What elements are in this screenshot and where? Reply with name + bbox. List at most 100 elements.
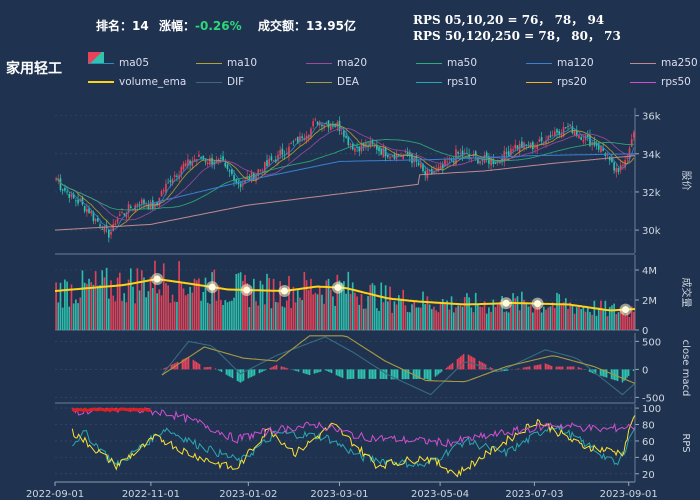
x-tick-label: 2023-01-02 bbox=[219, 489, 277, 500]
macd-y-axis: -500 0 500 bbox=[55, 337, 665, 404]
volume-bar bbox=[575, 307, 578, 330]
candle-body bbox=[101, 229, 104, 230]
candle-body bbox=[536, 144, 539, 149]
candle-body bbox=[250, 171, 253, 182]
candle-body bbox=[129, 206, 132, 209]
volume-bar bbox=[182, 288, 185, 330]
volume-bar bbox=[57, 302, 60, 330]
candle-body bbox=[151, 200, 154, 210]
volume-bar bbox=[268, 278, 271, 330]
volume-bar bbox=[285, 300, 288, 330]
legend-swatch bbox=[306, 81, 332, 83]
volume-bar bbox=[633, 311, 635, 330]
volume-bar bbox=[55, 282, 57, 330]
candle-body bbox=[569, 124, 572, 127]
candle-body bbox=[580, 137, 582, 140]
candle-body bbox=[575, 130, 578, 136]
candle-body bbox=[481, 159, 484, 161]
candle-body bbox=[99, 224, 101, 227]
volume-bar bbox=[149, 276, 152, 330]
legend-label: ma20 bbox=[337, 57, 368, 69]
volume-bar bbox=[145, 297, 147, 330]
volume-bar bbox=[507, 312, 510, 330]
candle-body bbox=[624, 160, 626, 168]
candle-body bbox=[376, 145, 378, 150]
volume-bar bbox=[209, 303, 211, 330]
line-ma05 bbox=[55, 122, 635, 232]
volume-bar bbox=[527, 306, 530, 330]
candle-body bbox=[290, 142, 292, 144]
volume-bar bbox=[125, 302, 128, 330]
volume-bar bbox=[371, 283, 374, 330]
x-axis: 2022-09-01 2022-11-01 2023-01-02 2023-03-01… bbox=[26, 482, 658, 500]
volume-bar bbox=[525, 304, 528, 330]
volume-bar bbox=[494, 307, 497, 330]
legend-label: ma05 bbox=[119, 57, 150, 69]
volume-bar bbox=[237, 273, 240, 330]
volume-bar bbox=[529, 305, 532, 330]
volume-bar bbox=[294, 302, 297, 330]
candle-body bbox=[325, 122, 328, 124]
volume-bar bbox=[356, 296, 358, 330]
volume-bar bbox=[140, 270, 143, 330]
price-ylabel: 股价 bbox=[680, 171, 692, 191]
legend-label: ma50 bbox=[447, 57, 478, 69]
volume-bar bbox=[255, 301, 257, 330]
candle-body bbox=[220, 158, 222, 159]
candle-body bbox=[615, 167, 618, 173]
candle-body bbox=[103, 226, 106, 232]
volume-bar bbox=[532, 312, 534, 330]
candle-body bbox=[244, 180, 246, 184]
legend-swatch bbox=[88, 62, 114, 64]
volume-bar bbox=[534, 308, 536, 330]
candle-body bbox=[92, 212, 95, 222]
volume-bar bbox=[94, 271, 97, 330]
candle-body bbox=[402, 154, 405, 159]
candle-body bbox=[292, 141, 295, 143]
volume-bar bbox=[472, 312, 475, 330]
volume-bar bbox=[86, 283, 88, 330]
volume-bar bbox=[611, 305, 613, 330]
candle-body bbox=[316, 121, 319, 125]
candle-body bbox=[138, 204, 141, 206]
volume-bar bbox=[540, 312, 543, 330]
candle-body bbox=[55, 178, 57, 180]
volume-bar bbox=[380, 282, 383, 330]
candle-body bbox=[187, 159, 189, 166]
volume-bar bbox=[450, 296, 453, 330]
candle-body bbox=[428, 169, 431, 172]
volume-bar bbox=[518, 310, 521, 330]
volume-bar bbox=[441, 299, 444, 330]
volume-bar bbox=[608, 306, 611, 330]
volume-bar bbox=[263, 304, 266, 330]
candle-body bbox=[459, 153, 462, 154]
volume-bar bbox=[288, 275, 290, 330]
candle-body bbox=[351, 144, 354, 150]
rps-tick-label: 100 bbox=[642, 404, 661, 415]
candle-body bbox=[600, 145, 602, 153]
candle-body bbox=[281, 148, 284, 155]
candle-body bbox=[387, 154, 389, 158]
legend-item-rps50: rps50 bbox=[630, 76, 691, 88]
volume-bar bbox=[437, 312, 440, 330]
candle-body bbox=[571, 126, 574, 133]
volume-bar bbox=[545, 309, 547, 330]
volume-bar bbox=[114, 301, 117, 330]
candle-body bbox=[156, 202, 158, 205]
volume-bar bbox=[83, 282, 86, 330]
volume-bar bbox=[92, 284, 95, 330]
volume-bar bbox=[99, 285, 101, 330]
volume-bar bbox=[307, 289, 310, 330]
candle-body bbox=[202, 155, 205, 160]
volume-highlight-dot bbox=[208, 283, 216, 291]
candle-body bbox=[125, 212, 128, 218]
macd-tick-label: -500 bbox=[642, 393, 665, 404]
candle-body bbox=[461, 150, 464, 156]
candle-body bbox=[380, 148, 383, 155]
volume-bar bbox=[562, 302, 565, 330]
volume-bar bbox=[226, 302, 229, 330]
candle-body bbox=[68, 194, 71, 198]
volume-bar bbox=[553, 308, 556, 330]
volume-bar bbox=[253, 278, 255, 330]
volume-bar bbox=[158, 289, 161, 330]
